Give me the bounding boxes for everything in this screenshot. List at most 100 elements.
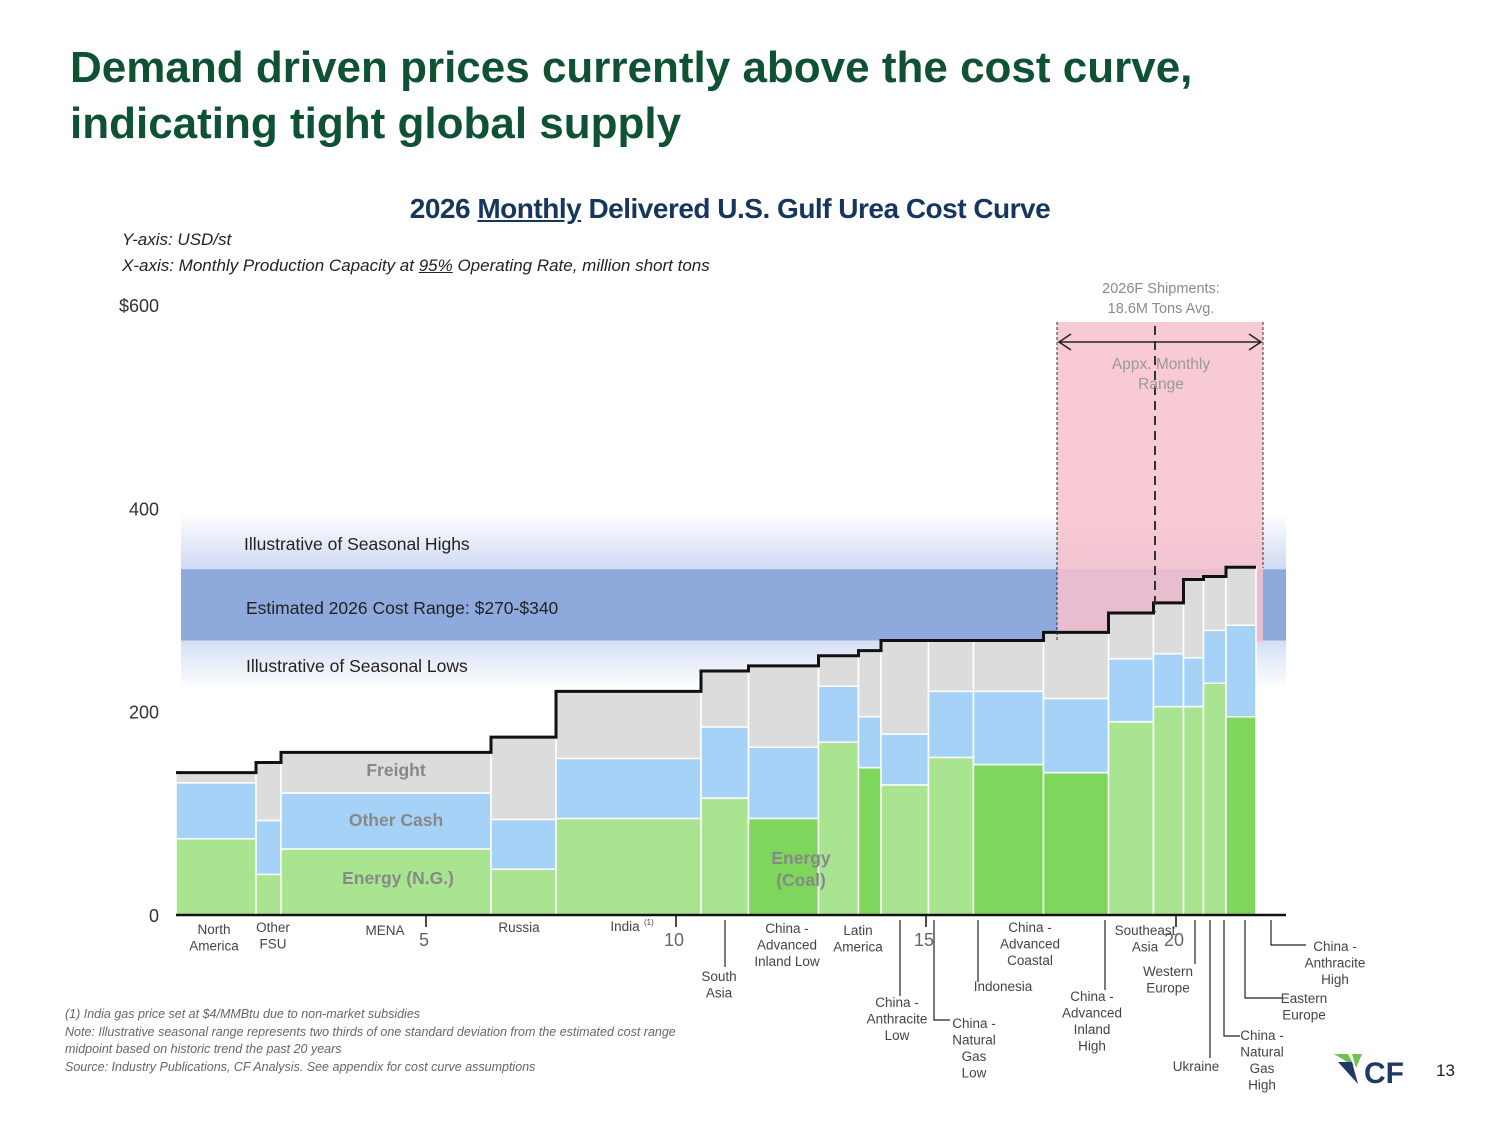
category-label-line: Eastern xyxy=(1281,991,1328,1006)
cf-logo-mark-2 xyxy=(1338,1062,1358,1084)
monthly-range-label-line-2: Range xyxy=(1138,376,1184,393)
category-label-line: China - xyxy=(765,921,809,936)
category-label-line: India xyxy=(610,919,640,934)
segment-other-cash-bar xyxy=(972,690,1045,766)
seasonal-lows-label: Illustrative of Seasonal Lows xyxy=(246,656,468,676)
segment-energy-bar xyxy=(175,838,257,916)
category-label-3: Russia xyxy=(498,920,540,935)
category-label-line: Asia xyxy=(706,986,733,1001)
category-label-line: North xyxy=(197,922,230,937)
segment-5 xyxy=(700,670,750,916)
x-tick-label-3: 20 xyxy=(1164,930,1184,950)
cost-range-label: Estimated 2026 Cost Range: $270-$340 xyxy=(246,598,559,618)
segment-freight-bar xyxy=(880,639,930,735)
category-label-line: China - xyxy=(1313,939,1357,954)
segment-13 xyxy=(1107,612,1155,916)
chart-title-underlined: Monthly xyxy=(477,193,582,224)
footnotes: (1) India gas price set at $4/MMBtu due … xyxy=(65,1006,825,1076)
segment-other-cash-bar xyxy=(1182,657,1205,708)
segment-other-cash-bar xyxy=(927,690,975,759)
category-label-line: Asia xyxy=(1132,940,1159,955)
category-label-15: Ukraine xyxy=(1173,920,1219,1074)
x-axis-note-underlined: 95% xyxy=(418,256,453,275)
segment-other-cash-bar xyxy=(747,746,820,820)
segment-energy-bar xyxy=(857,766,882,916)
energy-coal-inline-label-line-1: Energy xyxy=(771,848,831,868)
segment-4 xyxy=(555,690,702,916)
segment-8 xyxy=(857,649,882,916)
segment-freight-bar xyxy=(555,690,702,760)
category-leader-line xyxy=(1244,920,1282,999)
segment-energy-bar xyxy=(700,797,750,916)
segment-other-cash-bar xyxy=(255,819,282,876)
segment-freight-bar xyxy=(1202,575,1227,632)
energy-coal-inline-label-line-2: (Coal) xyxy=(776,870,826,890)
category-label-line: China - xyxy=(875,995,919,1010)
category-label-line: Europe xyxy=(1146,981,1190,996)
segment-energy-bar xyxy=(1107,721,1155,916)
category-label-line: America xyxy=(189,939,239,954)
category-label-superscript: (1) xyxy=(644,918,654,927)
segment-energy-bar xyxy=(555,817,702,916)
segment-energy-bar xyxy=(280,848,492,916)
segment-freight-bar xyxy=(857,649,882,718)
category-label-1: Other FSU xyxy=(256,920,290,952)
segment-other-cash-bar xyxy=(1042,697,1110,774)
segment-freight-bar xyxy=(700,670,750,728)
category-label-line: Inland Low xyxy=(754,954,820,969)
y-tick-label-0: 0 xyxy=(149,906,159,926)
segment-freight-bar xyxy=(927,639,975,693)
segment-12 xyxy=(1042,631,1110,916)
category-label-line: Anthracite xyxy=(1305,956,1366,971)
segment-freight-bar xyxy=(280,751,492,794)
category-leader-line xyxy=(933,920,950,1021)
segment-18 xyxy=(1225,566,1257,916)
y-tick-label-3: $600 xyxy=(119,296,159,316)
segment-freight-bar xyxy=(1182,578,1205,659)
slide-title-line-2: indicating tight global supply xyxy=(70,99,682,148)
segment-11 xyxy=(972,639,1045,916)
segment-energy-bar xyxy=(1202,682,1227,916)
segment-energy-bar xyxy=(490,868,557,916)
category-label-line: Coastal xyxy=(1007,953,1053,968)
category-label-line: China - xyxy=(1070,989,1114,1004)
footnote-3: midpoint based on historic trend the pas… xyxy=(65,1042,342,1056)
segment-freight-bar xyxy=(1107,612,1155,660)
segment-16 xyxy=(1202,575,1227,916)
segment-energy-bar xyxy=(927,756,975,916)
category-leader-line xyxy=(1223,920,1240,1037)
segment-other-cash-bar xyxy=(175,782,257,840)
category-label-line: Latin xyxy=(843,923,872,938)
y-axis-note: Y-axis: USD/st xyxy=(122,230,232,249)
category-label-line: High xyxy=(1078,1039,1106,1054)
freight-inline-label: Freight xyxy=(366,760,425,780)
cf-logo: CF xyxy=(1334,1054,1404,1090)
cost-curve-step-line xyxy=(176,565,1256,775)
footnote-4: Source: Industry Publications, CF Analys… xyxy=(65,1059,536,1074)
segment-other-cash-bar xyxy=(490,818,557,871)
category-label-line: Gas xyxy=(1250,1061,1275,1076)
segment-other-cash-bar xyxy=(555,757,702,820)
category-label-line: Western xyxy=(1143,964,1193,979)
category-label-line: China - xyxy=(1008,920,1052,935)
category-label-2: MENA xyxy=(365,923,404,938)
segment-freight-bar xyxy=(1042,631,1110,700)
y-tick-label-1: 200 xyxy=(129,703,159,723)
category-label-10: Indonesia xyxy=(974,920,1033,994)
segment-0 xyxy=(175,771,257,916)
x-tick-label-0: 5 xyxy=(419,930,429,950)
segment-2 xyxy=(280,751,492,916)
category-label-line: Low xyxy=(962,1066,987,1081)
category-label-line: High xyxy=(1321,972,1349,987)
segment-freight-bar xyxy=(817,655,860,687)
slide-title-line-1: Demand driven prices currently above the… xyxy=(70,43,1193,92)
category-label-line: Advanced xyxy=(1000,937,1060,952)
segment-14 xyxy=(1152,602,1185,916)
x-axis-note-suffix: Operating Rate, million short tons xyxy=(452,256,710,275)
category-label-line: China - xyxy=(1240,1028,1284,1043)
